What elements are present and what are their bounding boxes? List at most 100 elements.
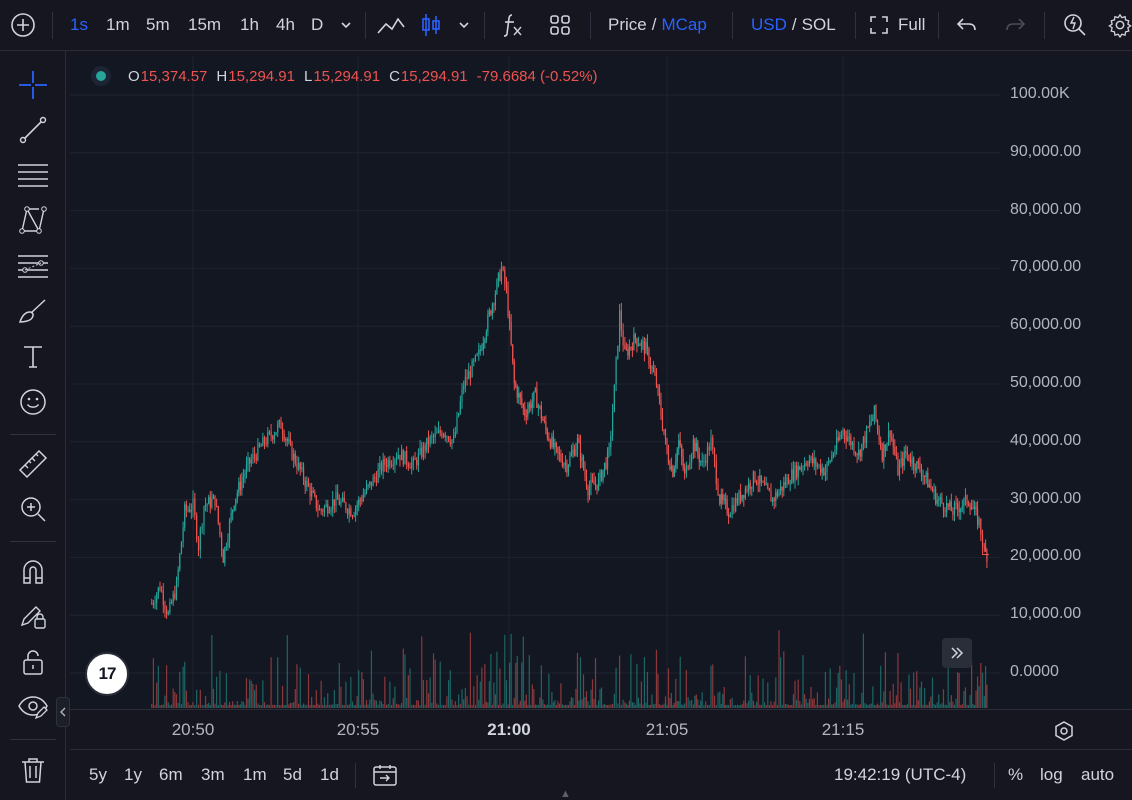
volume-bar [224, 702, 226, 708]
volume-bar [906, 704, 908, 708]
indicators-button[interactable] [500, 0, 524, 50]
price-mcap-toggle[interactable]: Price / MCap [608, 0, 707, 50]
volume-bar [409, 668, 411, 708]
volume-bar [217, 704, 219, 708]
currency-toggle[interactable]: USD / SOL [751, 0, 836, 50]
emoji-tool[interactable] [15, 384, 51, 420]
visibility-tool[interactable] [15, 689, 51, 725]
volume-bar [759, 704, 761, 708]
candle-body [980, 518, 982, 536]
chart-settings-button[interactable] [1052, 719, 1076, 743]
candle-body [867, 426, 869, 428]
volume-bar [678, 701, 680, 708]
candle-body [265, 443, 267, 445]
range-5d[interactable]: 5d [283, 765, 302, 784]
go-to-date-button[interactable] [372, 763, 398, 792]
fib-tool[interactable] [15, 248, 51, 284]
candle-body [211, 498, 213, 508]
interval-d[interactable]: D [311, 15, 324, 34]
candle-body [299, 462, 301, 470]
percent-toggle[interactable]: % [1008, 765, 1024, 784]
quick-search-button[interactable] [1062, 0, 1088, 50]
candle-body [244, 473, 246, 478]
candle-body [593, 480, 595, 485]
interval-1m[interactable]: 1m [106, 15, 130, 34]
candle-body [719, 495, 721, 504]
auto-toggle[interactable]: auto [1081, 765, 1115, 784]
interval-4h[interactable]: 4h [276, 15, 295, 34]
scroll-to-realtime-button[interactable] [942, 638, 972, 668]
range-6m[interactable]: 6m [159, 765, 183, 784]
volume-bar [834, 702, 836, 708]
candle-body [417, 453, 419, 466]
brush-tool[interactable] [15, 293, 51, 329]
resize-grip-icon[interactable]: ▲ [560, 788, 571, 800]
interval-1s[interactable]: 1s [70, 15, 88, 34]
candle-body [448, 436, 450, 441]
candle-body [441, 433, 443, 437]
range-1y[interactable]: 1y [124, 765, 142, 784]
remove-drawings-tool[interactable] [15, 752, 51, 788]
candle-body [557, 447, 559, 453]
candle-body [291, 442, 293, 460]
trend-line-tool[interactable] [15, 112, 51, 148]
candle-body [900, 458, 902, 465]
chart-type-dropdown[interactable] [456, 0, 472, 50]
chart-pane[interactable]: O 15,374.57 H 15,294.91 L 15,294.91 C 15… [70, 56, 1132, 708]
unlock-tool[interactable] [15, 644, 51, 680]
lock-drawing-tool[interactable] [15, 598, 51, 634]
candle-body [848, 436, 850, 438]
zoom-in-tool[interactable] [15, 491, 51, 527]
text-tool[interactable] [15, 338, 51, 374]
redo-button[interactable] [1003, 0, 1027, 50]
candle-body [262, 437, 264, 447]
horizontal-lines-tool[interactable] [15, 157, 51, 193]
ruler-tool[interactable] [15, 446, 51, 482]
candle-body [286, 439, 288, 442]
clock-timezone[interactable]: 19:42:19 (UTC-4) [834, 765, 967, 784]
interval-dropdown[interactable] [338, 0, 354, 50]
candle-body [277, 424, 279, 433]
candle-body [791, 469, 793, 484]
undo-button[interactable] [955, 0, 979, 50]
range-3m[interactable]: 3m [201, 765, 225, 784]
add-symbol-button[interactable] [10, 0, 36, 50]
volume-bar [818, 704, 820, 708]
range-1m[interactable]: 1m [243, 765, 267, 784]
volume-bar [427, 693, 430, 708]
volume-bar [880, 665, 882, 708]
chart-type-button[interactable] [420, 0, 442, 50]
range-5y[interactable]: 5y [89, 765, 107, 784]
volume-bar [883, 691, 885, 708]
candle-body [695, 443, 697, 452]
magnet-tool[interactable] [15, 553, 51, 589]
fullscreen-button[interactable]: Full [868, 0, 925, 50]
emoji-icon [20, 389, 46, 415]
volume-bar [318, 704, 321, 708]
volume-bar [634, 704, 636, 708]
collapse-toolbar-button[interactable] [56, 697, 70, 727]
time-axis[interactable]: 20:50 20:55 21:00 21:05 21:15 [70, 709, 1132, 749]
volume-bar [461, 689, 463, 708]
interval-1h[interactable]: 1h [240, 15, 259, 34]
settings-button[interactable] [1108, 0, 1132, 50]
interval-15m[interactable]: 15m [188, 15, 222, 34]
candle-body [981, 535, 984, 547]
layout-button[interactable] [548, 0, 572, 50]
candle-body [382, 458, 384, 472]
candle-body [451, 439, 453, 445]
volume-bar [551, 691, 553, 708]
volume-bar [199, 689, 201, 708]
volume-bar [328, 704, 330, 708]
volume-bar [272, 704, 274, 708]
volume-bar [813, 698, 815, 708]
chart-canvas[interactable] [70, 56, 1132, 708]
log-toggle[interactable]: log [1040, 765, 1063, 784]
range-1d[interactable]: 1d [320, 765, 339, 784]
pattern-tool[interactable] [15, 202, 51, 238]
crosshair-tool[interactable] [15, 67, 51, 103]
line-chart-button[interactable] [376, 0, 406, 50]
volume-bar [692, 704, 694, 708]
tradingview-logo[interactable]: 17 [85, 652, 129, 696]
interval-5m[interactable]: 5m [146, 15, 170, 34]
